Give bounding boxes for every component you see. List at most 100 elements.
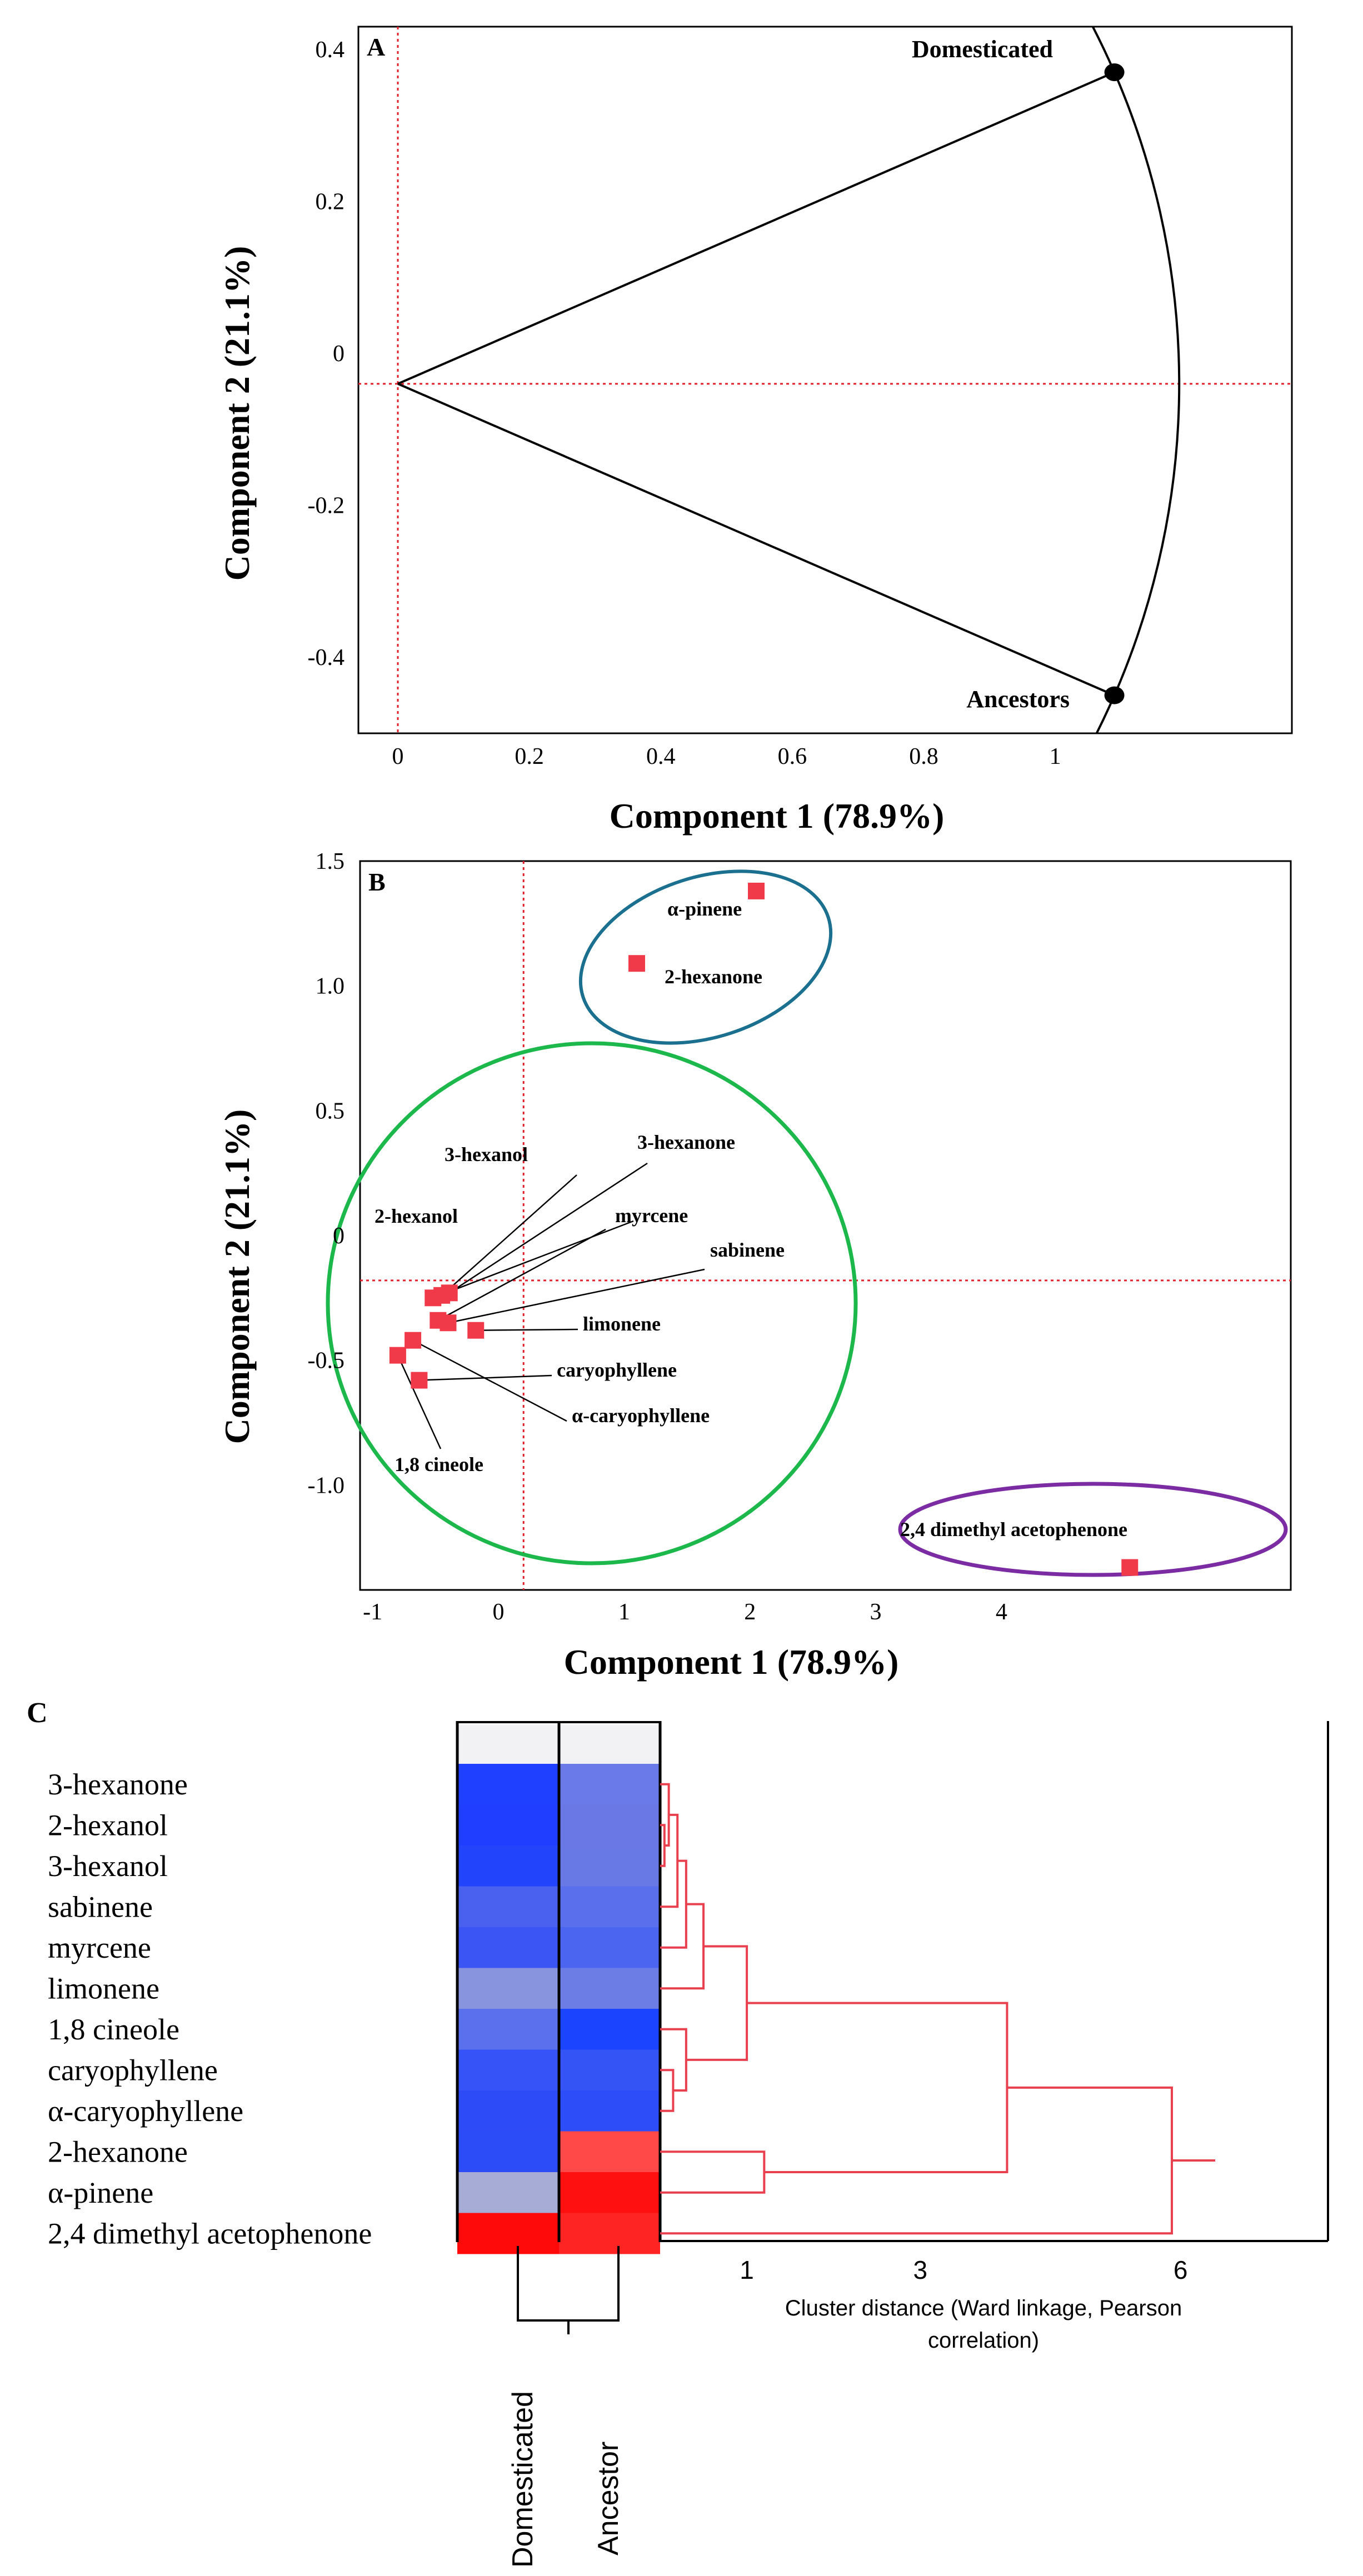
b-y-tick-label: 0 [333, 1223, 345, 1249]
dendrogram-branch [660, 1903, 705, 1990]
dendrogram-x-tick-label: 3 [913, 2255, 928, 2284]
heatmap-row-label: 2-hexanone [48, 2135, 188, 2168]
dendrogram-branch [747, 2002, 1008, 2173]
b-x-tick-label: 2 [744, 1599, 756, 1625]
dendrogram-branch [660, 2028, 687, 2092]
a-x-tick-label: 1 [1050, 744, 1061, 769]
panel-b-frame [359, 860, 1292, 1591]
panel-a-points [1104, 63, 1125, 704]
b-label-limonene: limonene [583, 1313, 661, 1335]
panel-a-x-axis-label: Component 1 (78.9%) [610, 796, 945, 836]
panel-b-y-ticks: 1.5 1.0 0.5 0 -0.5 -1.0 [308, 849, 345, 1498]
dendrogram-branch [660, 1859, 687, 1949]
panel-a-frame [357, 26, 1293, 734]
panel-a-label-domesticated: Domesticated [912, 36, 1053, 63]
panel-a-label-ancestors: Ancestors [966, 686, 1070, 713]
heatmap-row-label: 1,8 cineole [48, 2013, 179, 2046]
dendrogram-axis-caption-line2: correlation) [928, 2328, 1039, 2353]
b-point--pinene [748, 882, 765, 899]
heatmap-cell [457, 2090, 559, 2132]
b-label-sabinene: sabinene [710, 1239, 785, 1261]
heatmap-row-label: sabinene [48, 1890, 153, 1923]
heatmap-cell [457, 2172, 559, 2213]
b-leader-1-8-cineole [397, 1355, 442, 1449]
b-label-3-hexanol: 3-hexanol [445, 1143, 528, 1166]
heatmap-cell [559, 1886, 660, 1928]
b-leader-sabinene [448, 1268, 705, 1324]
dendrogram-branch [660, 1783, 670, 1847]
dendrogram-branch [660, 2069, 675, 2112]
heatmap-frame [456, 1721, 1329, 2242]
b-label--caryophyllene: α-caryophyllene [572, 1404, 710, 1427]
a-x-tick-label: 0.6 [778, 744, 807, 769]
a-y-tick-label: -0.2 [308, 493, 345, 519]
panel-b-x-axis-label: Component 1 (78.9%) [564, 1642, 899, 1682]
panel-b: B α-pinene 2-hexanone 3-hexanol 3-hexanone 2… [217, 849, 1292, 1682]
panel-c: C 3-hexanone 2-hexanol 3-hexanol sabinene my… [27, 1697, 1329, 2568]
b-label--pinene: α-pinene [667, 898, 742, 920]
heatmap-row-label: 3-hexanol [48, 1849, 168, 1883]
heatmap-row-label: 2-hexanol [48, 1808, 168, 1842]
a-y-tick-label: 0 [333, 341, 345, 367]
heatmap-cell [457, 1764, 559, 1805]
panel-c-letter: C [27, 1697, 48, 1729]
heatmap-cell [457, 1886, 559, 1928]
panel-a: A Domesticated Ancestors 0 0.2 0.4 0.6 0.8 1 … [217, 26, 1293, 836]
panel-b-y-axis-label: Component 2 (21.1%) [217, 1109, 257, 1444]
b-label-2-hexanone: 2-hexanone [665, 966, 762, 988]
column-label-domesticated: Domesticated [507, 2391, 539, 2568]
heatmap-cell [457, 1968, 559, 2009]
b-y-tick-label: 1.0 [316, 974, 345, 999]
b-y-tick-label: -1.0 [308, 1473, 345, 1498]
panel-b-point-labels: α-pinene 2-hexanone 3-hexanol 3-hexanone 2-h… [375, 898, 1127, 1540]
heatmap-row-label: 3-hexanone [48, 1768, 188, 1801]
heatmap-cell [559, 2009, 660, 2050]
b-point-limonene [467, 1322, 485, 1339]
b-label-2-hexanol: 2-hexanol [375, 1205, 458, 1227]
heatmap-cell [457, 2049, 559, 2091]
heatmap-row-label: myrcene [48, 1931, 151, 1964]
a-x-tick-label: 0.4 [646, 744, 676, 769]
b-x-tick-label: 0 [492, 1599, 504, 1625]
column-bracket [517, 2246, 620, 2334]
heatmap-cell [457, 1927, 559, 1968]
panel-a-letter: A [367, 33, 385, 61]
dendrogram-x-ticks: 1 3 6 [740, 2255, 1187, 2284]
a-y-tick-label: 0.2 [316, 189, 345, 215]
heatmap-cell [457, 1804, 559, 1846]
panel-b-x-ticks: -1 0 1 2 3 4 [363, 1599, 1007, 1625]
b-x-tick-label: 3 [870, 1599, 882, 1625]
b-point-sabinene [440, 1314, 457, 1332]
dendrogram-branch [686, 1945, 748, 2061]
panel-a-vectors [397, 26, 1181, 734]
a-vector-domesticated [397, 71, 1115, 385]
b-point--caryophyllene [405, 1332, 422, 1349]
heatmap-cell [559, 1804, 660, 1846]
panel-b-leader-lines [397, 1162, 705, 1449]
b-leader-3-hexanone [449, 1162, 648, 1294]
a-unit-arc [1091, 26, 1181, 734]
dendrogram-axis-caption-line1: Cluster distance (Ward linkage, Pearson [785, 2296, 1182, 2320]
panel-b-points [389, 882, 1139, 1576]
a-y-tick-label: -0.4 [308, 645, 345, 671]
heatmap-cell [559, 2213, 660, 2254]
b-y-tick-label: 0.5 [316, 1098, 345, 1124]
heatmap-cell [457, 1845, 559, 1887]
b-leader-myrcene [437, 1228, 606, 1321]
dendrogram-x-tick-label: 6 [1174, 2255, 1188, 2284]
b-y-tick-label: 1.5 [316, 849, 345, 874]
cluster-ellipse-purple [898, 1482, 1288, 1577]
heatmap-row-label: α-caryophyllene [48, 2094, 243, 2128]
heatmap-row-label: limonene [48, 1972, 159, 2005]
cluster-ellipse-blue [578, 869, 833, 1045]
a-y-tick-label: 0.4 [316, 37, 345, 63]
heatmap-cell [559, 2049, 660, 2091]
a-x-tick-label: 0 [392, 744, 403, 769]
panel-a-y-ticks: 0.4 0.2 0 -0.2 -0.4 [308, 37, 345, 671]
panel-b-letter: B [368, 868, 386, 896]
cluster-ellipse-green [326, 1041, 858, 1565]
b-point-2-4-dimethyl-acetophenone [1121, 1559, 1139, 1576]
b-point-2-hexanol [425, 1289, 442, 1307]
heatmap-cells [457, 1725, 660, 2254]
column-label-ancestor: Ancestor [592, 2442, 625, 2555]
